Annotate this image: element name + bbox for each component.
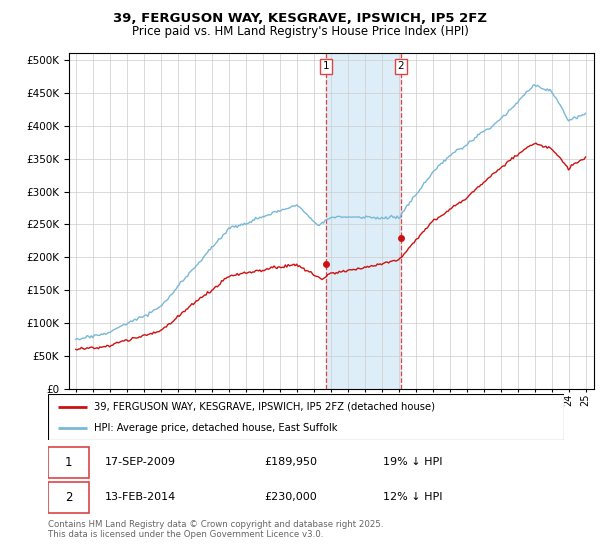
Bar: [326, 53, 401, 389]
Text: 19% ↓ HPI: 19% ↓ HPI: [383, 458, 443, 467]
Text: 17-SEP-2009: 17-SEP-2009: [105, 458, 176, 467]
Text: 39, FERGUSON WAY, KESGRAVE, IPSWICH, IP5 2FZ: 39, FERGUSON WAY, KESGRAVE, IPSWICH, IP5…: [113, 12, 487, 25]
Text: 39, FERGUSON WAY, KESGRAVE, IPSWICH, IP5 2FZ (detached house): 39, FERGUSON WAY, KESGRAVE, IPSWICH, IP5…: [94, 402, 436, 412]
Text: £189,950: £189,950: [265, 458, 318, 467]
Text: 2: 2: [65, 491, 73, 504]
Text: HPI: Average price, detached house, East Suffolk: HPI: Average price, detached house, East…: [94, 423, 338, 433]
FancyBboxPatch shape: [48, 447, 89, 478]
Text: 2: 2: [397, 62, 404, 71]
Text: Price paid vs. HM Land Registry's House Price Index (HPI): Price paid vs. HM Land Registry's House …: [131, 25, 469, 38]
FancyBboxPatch shape: [48, 482, 89, 513]
Text: 12% ↓ HPI: 12% ↓ HPI: [383, 492, 443, 502]
Text: £230,000: £230,000: [265, 492, 317, 502]
FancyBboxPatch shape: [48, 394, 564, 440]
Text: 13-FEB-2014: 13-FEB-2014: [105, 492, 176, 502]
Text: Contains HM Land Registry data © Crown copyright and database right 2025.
This d: Contains HM Land Registry data © Crown c…: [48, 520, 383, 539]
Text: 1: 1: [323, 62, 329, 71]
Text: 1: 1: [65, 456, 73, 469]
